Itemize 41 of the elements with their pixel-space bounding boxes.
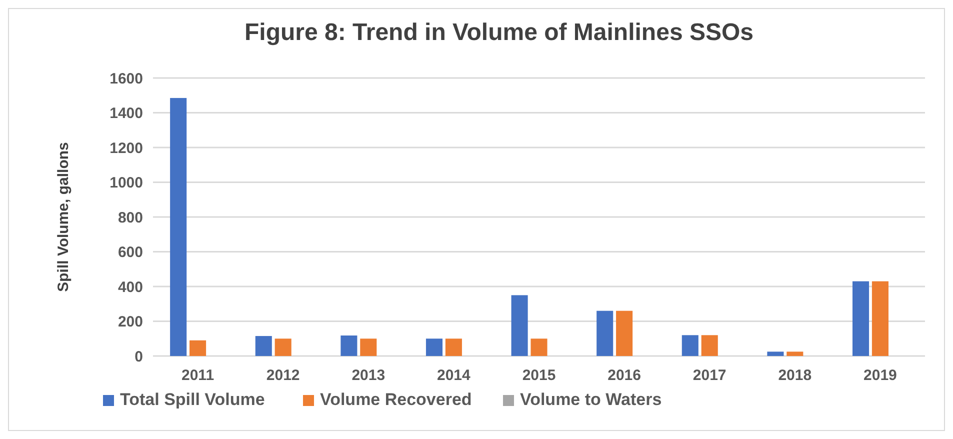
y-tick-label: 1600	[110, 70, 143, 88]
chart-title: Figure 8: Trend in Volume of Mainlines SSOs	[244, 19, 754, 46]
bar	[616, 310, 633, 356]
bar	[426, 338, 443, 356]
bar	[360, 338, 377, 356]
bar	[701, 335, 718, 356]
bar	[511, 295, 528, 356]
bar	[340, 335, 358, 356]
bar	[682, 335, 698, 356]
y-tick-label: 400	[118, 278, 143, 296]
x-tick-label: 2011	[182, 367, 214, 384]
x-tick-label: 2017	[692, 367, 726, 384]
bar	[530, 338, 548, 356]
bar	[445, 338, 462, 356]
legend-label: Total Spill Volume	[120, 390, 265, 409]
y-tick-label: 1200	[110, 140, 143, 157]
y-tick-label: 1400	[110, 105, 143, 122]
bar	[274, 338, 292, 356]
y-tick-label: 600	[118, 244, 143, 261]
bar	[767, 352, 784, 356]
bar	[786, 352, 804, 356]
x-tick-label: 2019	[864, 367, 897, 384]
legend-label: Volume to Waters	[520, 390, 662, 409]
x-tick-label: 2014	[437, 367, 472, 384]
y-axis-title: Spill Volume, gallons	[55, 142, 72, 292]
y-tick-label: 200	[118, 314, 143, 330]
x-tick-label: 2013	[352, 367, 386, 384]
y-tick-label: 1000	[110, 174, 143, 192]
x-tick-label: 2018	[778, 367, 812, 384]
bar	[872, 281, 888, 356]
bar	[190, 340, 206, 356]
bar	[170, 98, 187, 356]
x-tick-label: 2015	[522, 367, 556, 384]
x-tick-label: 2016	[608, 367, 641, 384]
bar	[596, 310, 614, 356]
bar	[852, 281, 870, 356]
y-tick-label: 800	[118, 209, 143, 226]
x-tick-label: 2012	[266, 367, 300, 384]
bar	[255, 336, 272, 356]
legend-label: Volume Recovered	[320, 390, 472, 409]
y-tick-label: 0	[134, 348, 143, 366]
